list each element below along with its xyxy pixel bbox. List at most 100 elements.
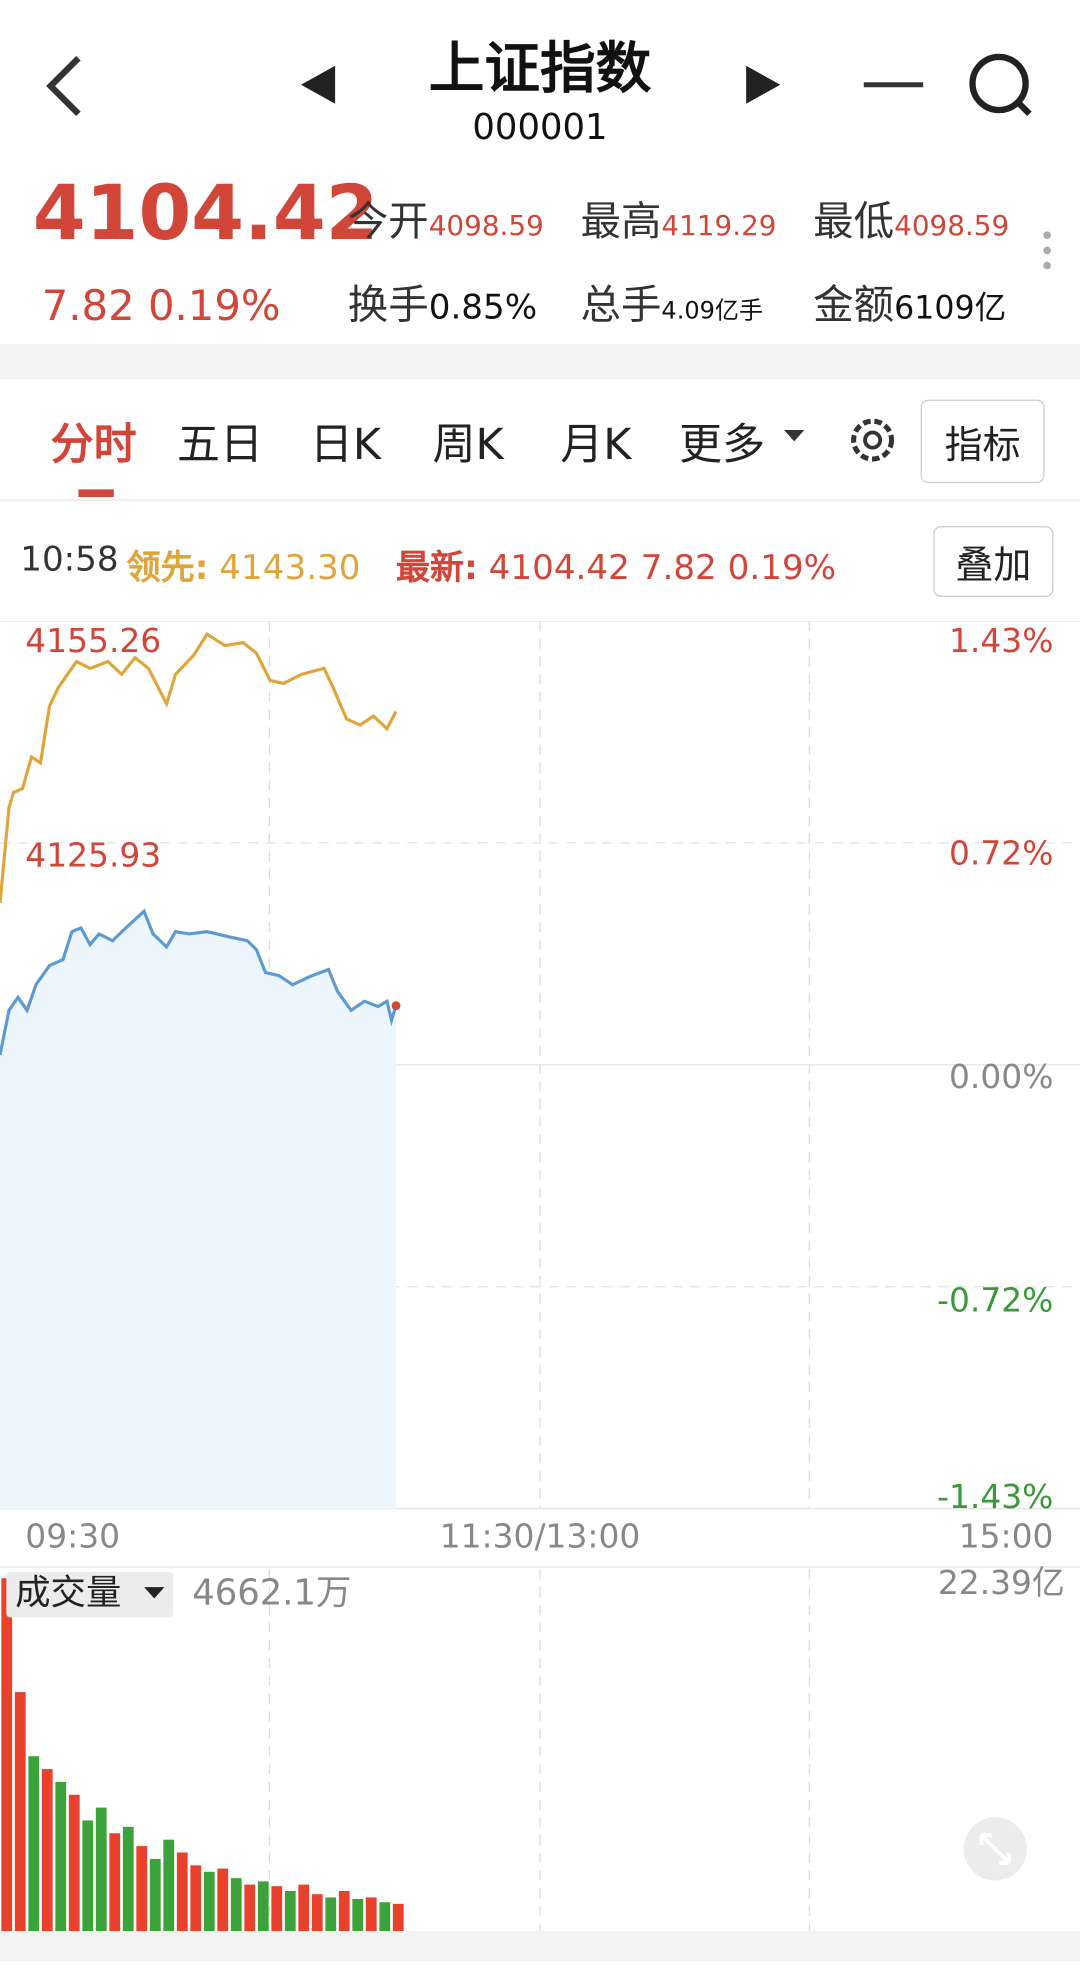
search-icon[interactable] [969,53,1029,114]
volume-bar [95,1807,107,1932]
y-tick-label: 4125.93 [25,835,161,874]
volume-bar [298,1884,310,1932]
volume-bar [109,1833,121,1932]
last-point [391,1001,401,1011]
stat-value: 0.85% [428,288,538,328]
tab[interactable]: 月K [560,419,632,471]
volume-bar [365,1897,377,1932]
y2-tick-label: -1.43% [937,1477,1053,1516]
prev-icon[interactable] [300,65,336,104]
volume-bar [392,1903,404,1932]
dropdown-icon[interactable] [144,1587,165,1599]
latest-pct: 0.19% [727,548,837,589]
plot-area: 4155.264125.934096.604067.274037.941.43%… [0,620,1080,1932]
volume-bar [176,1852,188,1932]
leading-label: 领先: [126,548,209,589]
volume-bar [338,1891,350,1932]
latest: 最新: 4104.42 7.82 0.19% [396,540,836,589]
stat: 总手4.09亿手 [580,273,763,331]
separator [0,343,1080,380]
volume-bar [55,1781,67,1932]
stat-label: 金额 [813,280,895,329]
price-line [0,632,398,904]
volume-bar [190,1865,202,1932]
volume-bar [217,1868,229,1932]
indicator-button[interactable]: 指标 [920,399,1045,484]
volume-bar [311,1894,323,1932]
stat-label: 总手 [580,280,662,329]
latest-value: 4104.42 [488,548,630,589]
volume-bar [244,1884,256,1932]
search-icon-handle [1014,98,1032,117]
volume-max-label: 22.39亿 [938,1563,1065,1602]
code: 000001 [472,106,608,148]
x-tick-label: 11:30/13:00 [440,1516,641,1555]
tab-icons [784,418,895,462]
y2-tick-label: 1.43% [949,621,1053,660]
y2-tick-label: -0.72% [937,1281,1053,1320]
leading-value: 4143.30 [219,548,361,589]
volume-bar [28,1756,40,1932]
volume-latest: 4662.1万 [192,1573,351,1614]
settings-icon[interactable] [851,418,895,462]
price: 4104.42 [32,169,379,258]
bottom-band [0,1931,1080,1962]
stat-label: 最高 [580,197,662,246]
more-dots[interactable] [1037,228,1057,279]
change: 7.82 0.19% [42,281,281,330]
x-tick-label: 15:00 [959,1516,1054,1555]
stat: 最低4098.59 [813,190,1009,248]
volume-bar [284,1891,296,1932]
volume-bar [352,1899,364,1932]
overlay-button[interactable]: 叠加 [933,526,1054,597]
divider [0,499,1080,501]
change-pct: 0.19% [147,280,281,331]
title: 上证指数 [428,36,652,102]
stat-value: 6109亿 [894,289,1007,327]
change-value: 7.82 [41,280,135,331]
volume-selector[interactable] [6,1571,174,1618]
latest-label: 最新: [395,548,478,589]
stat-label: 最低 [813,197,895,246]
tab-active[interactable]: 分时 [50,419,137,471]
stat-label: 今开 [347,197,429,246]
volume-bar [325,1897,337,1932]
stat-value: 4098.59 [894,211,1010,243]
info-time: 10:58 [20,540,119,580]
volume-bar [68,1794,80,1932]
tab[interactable]: 周K [432,419,504,471]
stat: 最高4119.29 [580,190,776,248]
volume-bar [122,1826,134,1932]
volume-bar [257,1881,269,1932]
volume-bar [271,1886,283,1932]
volume-title: 成交量 [15,1573,121,1614]
volume-bar [163,1839,175,1932]
stat-label: 换手 [347,280,429,329]
volume-bar [230,1878,242,1932]
top-icons [46,53,1032,117]
volume-bar [1,1578,13,1932]
tab[interactable]: 日K [309,419,382,471]
volume-bar [82,1820,94,1932]
x-tick-label: 09:30 [25,1516,120,1555]
next-icon[interactable] [746,65,781,104]
back-icon[interactable] [46,55,81,117]
y-tick-label: 4155.26 [25,621,161,660]
tab[interactable]: 五日 [177,419,264,471]
latest-change: 7.82 [640,548,717,589]
dropdown-icon[interactable] [784,429,805,442]
stat: 换手0.85% [348,273,537,331]
y2-tick-label: 0.72% [949,834,1053,873]
volume-bar [203,1871,215,1932]
stat: 金额6109亿 [813,273,1006,331]
stat-value: 4098.59 [428,211,544,243]
price-area [0,911,397,1509]
stat: 今开4098.59 [348,190,544,248]
stat-value: 4.09亿手 [661,297,763,326]
tab[interactable]: 更多 [679,419,766,471]
volume-bar [14,1692,26,1932]
tab-underline [78,489,114,498]
price-line [0,908,398,1056]
